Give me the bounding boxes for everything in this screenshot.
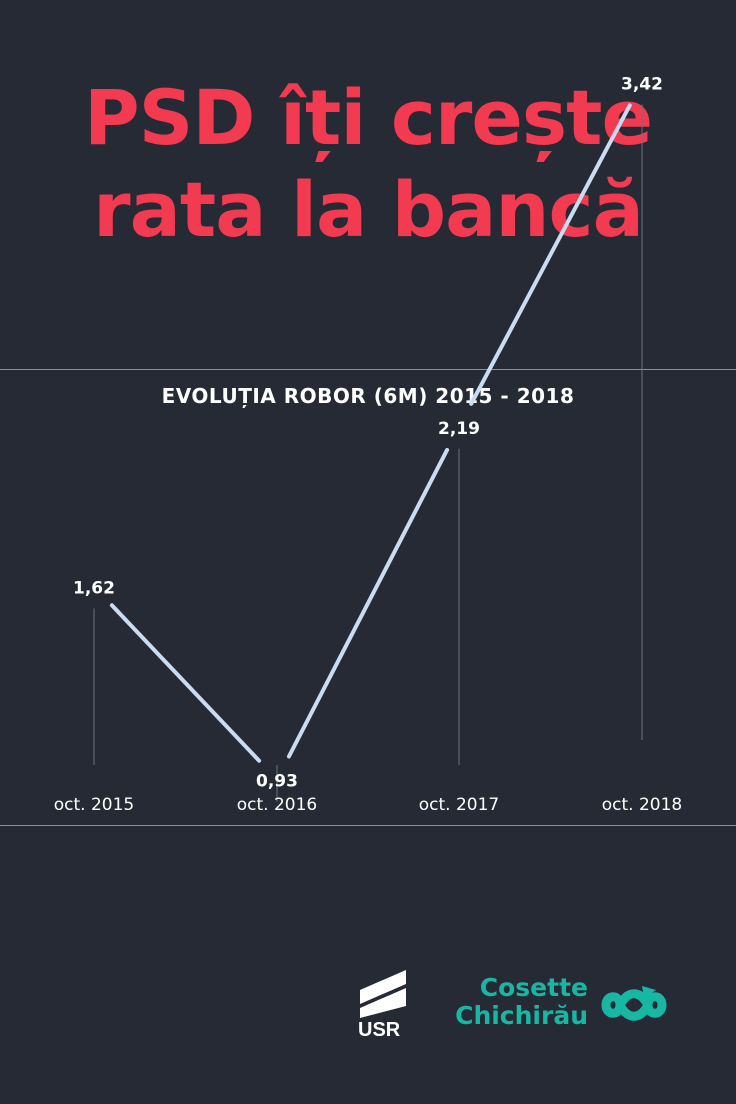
data-label: 0,93	[256, 772, 298, 792]
x-tick-label: oct. 2016	[237, 795, 317, 815]
data-label: 3,42	[621, 74, 663, 94]
top-divider	[0, 369, 736, 370]
usr-logo-text: USR	[358, 1019, 401, 1038]
drop-lines	[93, 104, 643, 802]
usr-logo: USR	[358, 970, 406, 1038]
usr-logo-band-top	[360, 970, 406, 1004]
series-line	[109, 103, 632, 763]
series-segment	[109, 603, 262, 763]
x-tick-label: oct. 2018	[602, 795, 682, 815]
chart-title: EVOLUȚIA ROBOR (6M) 2015 - 2018	[161, 384, 575, 408]
series-segment	[469, 103, 632, 406]
candidate-first-name: Cosette	[479, 973, 588, 1002]
headline-line-1: PSD îți crește	[83, 73, 653, 162]
series-segment	[286, 447, 450, 759]
candidate-last-name: Chichirău	[455, 1001, 588, 1030]
candidate-name: Cosette Chichirău	[452, 974, 588, 1030]
data-label: 1,62	[73, 578, 115, 598]
usr-logo-band-bottom	[360, 988, 406, 1018]
robor-line-chart: 1,620,932,193,42 oct. 2015 oct. 2016 oct. …	[54, 74, 682, 815]
x-tick-label: oct. 2015	[54, 795, 134, 815]
headline-line-2: rata la bancă	[93, 165, 644, 254]
bottom-divider	[0, 825, 736, 826]
headline: PSD îți crește rata la bancă	[0, 72, 736, 256]
x-tick-label: oct. 2017	[419, 795, 499, 815]
infinity-arrows-icon	[601, 986, 667, 1021]
x-tick-labels: oct. 2015 oct. 2016 oct. 2017 oct. 2018	[54, 795, 682, 815]
data-labels: 1,62 0,93 2,19 3,42	[73, 74, 663, 791]
data-label: 2,19	[438, 419, 480, 439]
